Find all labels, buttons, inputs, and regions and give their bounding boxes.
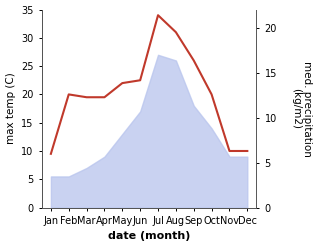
X-axis label: date (month): date (month) [108, 231, 190, 242]
Y-axis label: max temp (C): max temp (C) [5, 73, 16, 144]
Y-axis label: med. precipitation
(kg/m2): med. precipitation (kg/m2) [291, 61, 313, 157]
